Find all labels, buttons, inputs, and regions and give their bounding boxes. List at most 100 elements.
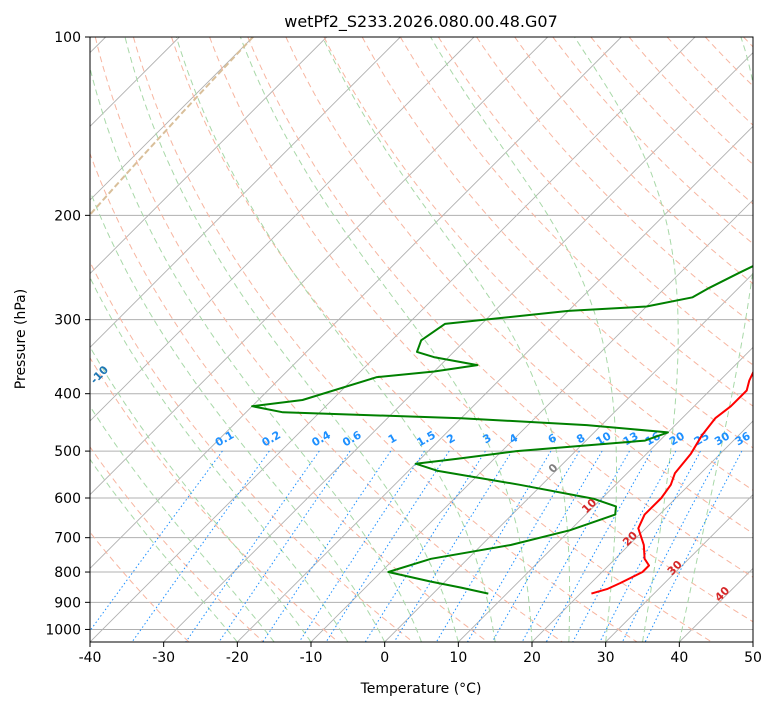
- y-tick-label: 400: [54, 387, 81, 403]
- plot-frame: [89, 36, 754, 643]
- y-tick-label: 600: [54, 491, 81, 507]
- reference-curve: [90, 37, 254, 217]
- mixing-ratio-label: 6: [546, 431, 559, 446]
- x-tick-label: -10: [300, 650, 323, 666]
- dry-adiabat-line: [247, 37, 753, 578]
- mixing-ratio-line: [545, 450, 653, 642]
- skewed-isotherm-line: [163, 52, 753, 642]
- mixing-ratio-line: [393, 450, 513, 642]
- mixing-ratio-label: 36: [733, 429, 753, 448]
- moist-adiabat-line: [574, 37, 679, 642]
- temperature-profile-line: [591, 370, 753, 595]
- skewed-isotherm-line: [458, 346, 753, 642]
- mixing-ratio-line: [185, 450, 320, 642]
- dry-adiabat-line: [90, 356, 339, 642]
- skewed-isotherm-line: [90, 37, 327, 275]
- x-tick-label: 20: [523, 650, 541, 666]
- moist-adiabat-line: [90, 65, 422, 642]
- dry-adiabat-line: [209, 37, 753, 623]
- skewed-isotherm-line: [90, 37, 696, 642]
- skewed-isotherm-line: [752, 641, 753, 642]
- skewed-isotherm-line: [237, 125, 753, 642]
- mixing-ratio-label: 13: [621, 429, 641, 448]
- moist-adiabat-line: [90, 405, 275, 642]
- mixing-ratio-line: [599, 450, 701, 642]
- y-axis-label: Pressure (hPa): [13, 289, 29, 389]
- mixing-ratio-label: 0.4: [310, 428, 334, 449]
- profile-lines: [251, 265, 753, 595]
- dry-adiabat-line: [590, 37, 753, 205]
- moist-adiabat-line: [175, 37, 496, 642]
- x-axis-label: Temperature (°C): [360, 681, 482, 697]
- mixing-ratio-line: [621, 450, 722, 642]
- y-tick-label: 900: [54, 595, 81, 611]
- dry-adiabat-line: [743, 37, 753, 48]
- moist-adiabat-line: [239, 37, 533, 642]
- y-tick-label: 300: [54, 313, 81, 329]
- mixing-ratio-line: [298, 450, 425, 642]
- x-tick-label: 40: [670, 650, 688, 666]
- dry-adiabat-line: [552, 37, 753, 245]
- skewed-isotherm-line: [384, 273, 753, 642]
- x-tick-label: -30: [152, 650, 175, 666]
- skewed-isotherm-line: [90, 37, 401, 348]
- dry-adiabat-line: [323, 37, 753, 491]
- x-tick-label: 50: [744, 650, 762, 666]
- mixing-ratio-line: [467, 450, 580, 642]
- dry-adiabat-line: [90, 260, 414, 642]
- skewed-isotherm-line: [310, 199, 753, 642]
- moist-adiabat-line: [124, 37, 459, 642]
- dry-adiabat-label: -10: [88, 363, 111, 386]
- skewed-isotherm-line: [679, 567, 753, 642]
- dewpoint-profile-line: [251, 265, 753, 595]
- mixing-ratio-label: 3: [480, 431, 493, 446]
- moist-adiabat-line: [90, 345, 312, 642]
- dry-adiabat-line: [437, 37, 753, 366]
- isotherm-label: 30: [665, 558, 685, 578]
- mixing-ratio-label: 0.2: [260, 428, 283, 449]
- dry-adiabat-line: [171, 37, 712, 642]
- mixing-ratio-label: 0.6: [340, 428, 364, 449]
- mixing-ratio-line: [521, 450, 630, 642]
- skewed-isotherm-line: [531, 420, 753, 642]
- chart-title: wetPf2_S233.2026.080.00.48.G07: [284, 12, 558, 32]
- background-lines: [90, 37, 753, 642]
- moist-adiabat-line: [678, 37, 753, 642]
- mixing-ratio-label: 30: [712, 429, 732, 448]
- mixing-ratio-line: [435, 450, 552, 642]
- skewed-isotherm-line: [90, 37, 475, 422]
- x-tick-label: 30: [597, 650, 615, 666]
- moist-adiabat-line: [322, 37, 571, 642]
- y-tick-label: 800: [54, 565, 81, 581]
- mixing-ratio-line: [325, 450, 450, 642]
- dry-adiabat-line: [132, 37, 638, 642]
- dry-adiabat-line: [90, 446, 264, 642]
- mixing-ratio-line: [364, 450, 486, 642]
- dry-adiabat-line: [666, 37, 753, 126]
- skewed-isotherm-line: [90, 37, 254, 201]
- dry-adiabat-line: [704, 37, 753, 87]
- y-tick-label: 700: [54, 531, 81, 547]
- mixing-ratio-line: [262, 450, 392, 642]
- skewed-isotherm-line: [605, 494, 753, 642]
- mixing-ratio-line: [491, 450, 603, 642]
- mixing-ratio-label: 8: [574, 431, 587, 446]
- y-tick-label: 100: [54, 30, 81, 46]
- mixing-ratio-line: [572, 450, 677, 642]
- mixing-ratio-label: 2: [444, 431, 457, 446]
- x-tick-label: 10: [449, 650, 467, 666]
- isotherm-label: 40: [712, 584, 732, 604]
- moist-adiabat-line: [430, 37, 617, 642]
- dry-adiabat-line: [285, 37, 753, 535]
- skewed-isotherm-line: [90, 37, 548, 496]
- y-axis: 100 200 300 400 500 600 700 800 900 1000: [45, 30, 90, 638]
- y-tick-label: 1000: [45, 622, 81, 638]
- skewed-isotherm-line: [90, 37, 622, 569]
- mixing-ratio-label: 20: [667, 429, 687, 448]
- mixing-ratio-line: [131, 450, 270, 642]
- dry-adiabat-line: [94, 37, 563, 642]
- mixing-ratio-label: 1.5: [414, 428, 437, 449]
- x-tick-label: -40: [79, 650, 102, 666]
- moist-adiabat-line: [90, 458, 238, 642]
